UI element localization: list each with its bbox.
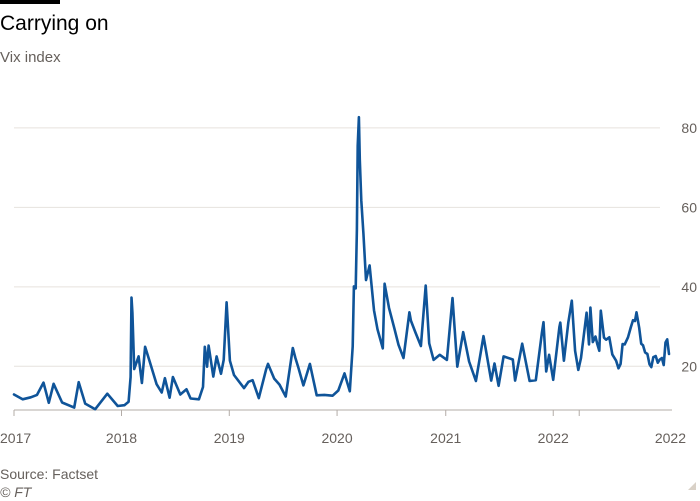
grid-lines xyxy=(14,127,672,411)
chart-subtitle: Vix index xyxy=(0,49,61,66)
corner-fold-icon xyxy=(688,482,696,490)
x-tick-label: 2018 xyxy=(106,430,137,446)
x-tick-label: 2017 xyxy=(0,430,31,446)
series-line-vix xyxy=(12,115,671,411)
x-tick-label: 2020 xyxy=(321,430,352,446)
y-tick-label: 60 xyxy=(681,199,697,215)
source-note: Source: Factset xyxy=(0,466,99,482)
chart-title: Carrying on xyxy=(0,12,109,35)
ft-top-bar xyxy=(0,0,60,4)
x-tick-label: 2021 xyxy=(430,430,461,446)
y-axis-ticks: 20 40 60 80 xyxy=(681,120,697,374)
y-tick-label: 20 xyxy=(681,358,697,374)
x-tick-label: 2022 xyxy=(655,430,686,446)
y-tick-label: 80 xyxy=(681,120,697,136)
series-layer xyxy=(12,115,671,411)
copyright-note: © FT xyxy=(0,484,32,500)
line-chart: 20 40 60 80 2017 2018 2019 2020 2021 2022 2022 xyxy=(0,115,697,446)
y-tick-label: 40 xyxy=(681,279,697,295)
x-axis-ticks: 2017 2018 2019 2020 2021 2022 2022 xyxy=(0,410,686,446)
x-tick-label: 2022 xyxy=(538,430,569,446)
x-tick-label: 2019 xyxy=(214,430,245,446)
